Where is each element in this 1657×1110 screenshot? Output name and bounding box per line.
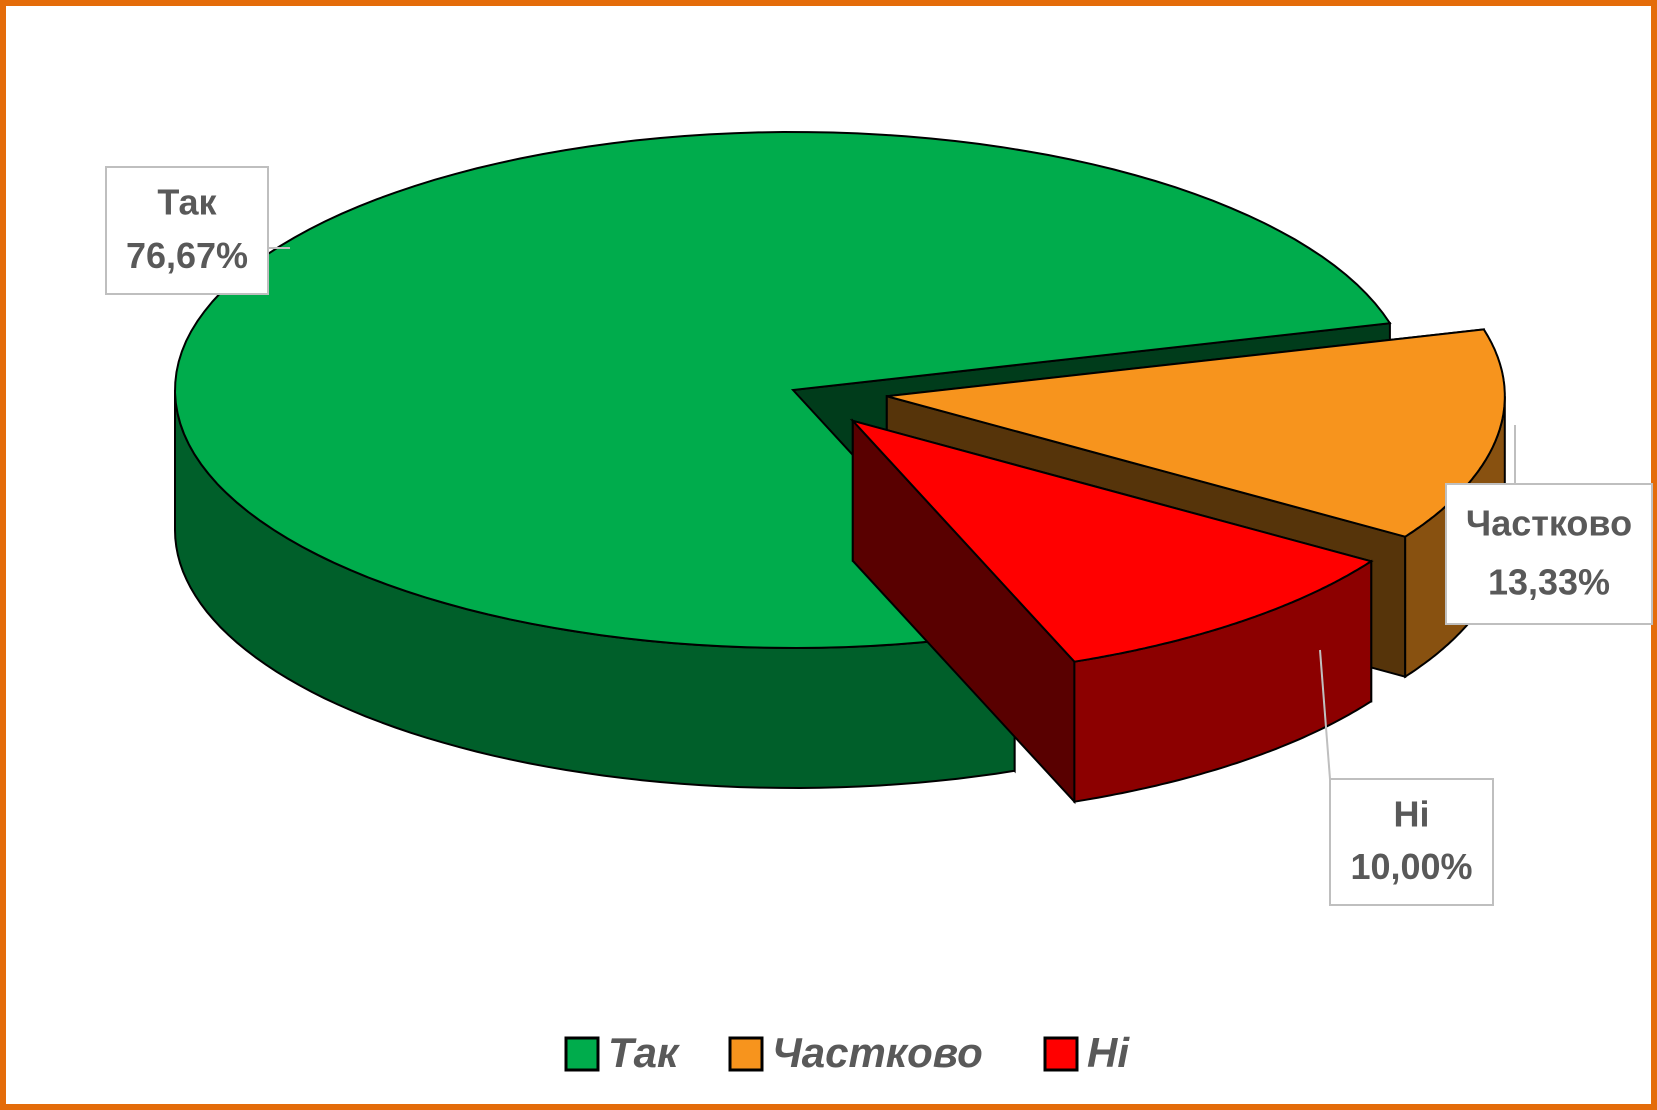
labels: Так 76,67% Частково 13,33% Ні 10,00%	[105, 166, 1653, 906]
legend: Так Частково Ні	[564, 1029, 1130, 1076]
legend-swatch	[1043, 1036, 1079, 1072]
data-label: 10,00%	[1350, 846, 1472, 887]
data-label: 76,67%	[126, 235, 248, 276]
label-category: Ні	[1394, 793, 1430, 834]
legend-label: Так	[608, 1029, 680, 1076]
label-category: Так	[157, 182, 217, 223]
label-box	[105, 166, 269, 295]
legend-swatch	[728, 1036, 764, 1072]
label-leader	[1319, 649, 1331, 780]
legend-swatch	[564, 1036, 600, 1072]
pie-slice	[849, 418, 1374, 663]
data-label: 13,33%	[1488, 561, 1610, 602]
label-box	[1329, 778, 1494, 906]
legend-label: Частково	[772, 1029, 983, 1076]
label-category: Частково	[1466, 503, 1632, 544]
label-box	[1445, 483, 1653, 625]
pie	[173, 130, 1506, 805]
legend-label: Ні	[1087, 1029, 1130, 1076]
